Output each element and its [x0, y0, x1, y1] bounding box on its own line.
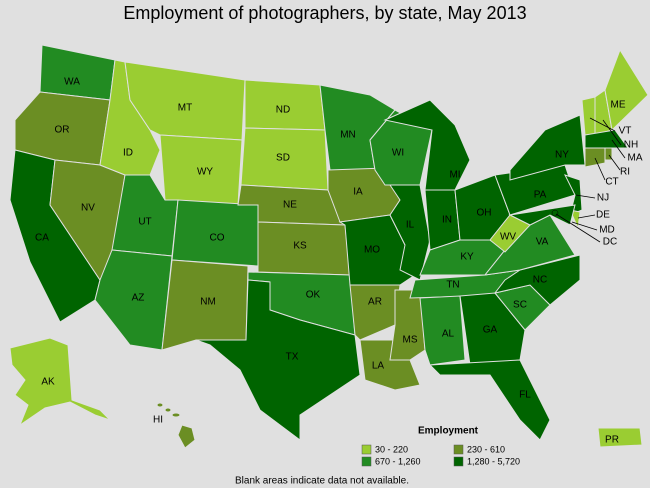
state-label: VT: [619, 126, 632, 137]
state-label: AL: [442, 329, 455, 340]
state-label: MD: [599, 225, 615, 236]
state-shape: [459, 292, 526, 366]
state-label: NC: [533, 275, 547, 286]
legend: 30 - 220 230 - 610 670 - 1,260 1,280 - 5,72…: [361, 444, 520, 467]
leader-line: [594, 157, 606, 181]
state-label: SD: [276, 153, 290, 164]
state-label: MN: [340, 130, 356, 141]
state-label: IL: [406, 220, 415, 231]
state-label: VA: [536, 237, 549, 248]
state-label: HI: [153, 415, 163, 426]
state-label: CA: [35, 233, 49, 244]
state-label: OH: [477, 208, 492, 219]
leader-line: [589, 117, 616, 132]
state-label: PA: [534, 190, 547, 201]
leader-line: [577, 214, 596, 219]
leader-line: [611, 139, 626, 159]
state-label: NM: [200, 297, 216, 308]
legend-label: 230 - 610: [467, 444, 505, 454]
state-label: WI: [392, 148, 404, 159]
state-label: MI: [449, 170, 460, 181]
legend-label: 1,280 - 5,720: [467, 456, 520, 466]
state-label: LA: [372, 361, 385, 372]
state-shape: [195, 279, 361, 441]
state-label: ND: [276, 105, 290, 116]
leader-line: [602, 119, 622, 146]
state-label: DE: [596, 210, 610, 221]
state-label: AK: [41, 377, 55, 388]
state-label: ME: [611, 100, 626, 111]
legend-swatch: [361, 456, 372, 467]
state-labels: WA OR CA NV ID MT WY UT AZ CO NM ND SD NE KS OK TX MN IA MO…: [35, 77, 643, 446]
state-shape: [39, 44, 116, 101]
state-label: TX: [286, 352, 299, 363]
footnote: Blank areas indicate data not available.: [235, 476, 409, 487]
state-shape: [581, 96, 596, 136]
state-shape: [509, 114, 586, 181]
state-label: WA: [64, 77, 80, 88]
state-label: NJ: [597, 193, 609, 204]
legend-title: Employment: [418, 426, 479, 437]
state-label: KS: [293, 241, 307, 252]
state-label: NV: [81, 203, 95, 214]
state-shape: [584, 147, 606, 168]
state-shape: [164, 407, 172, 413]
state-label: PR: [605, 435, 619, 446]
state-shape: [156, 402, 164, 408]
state-shape: [597, 427, 643, 448]
state-label: CT: [605, 177, 618, 188]
state-label: MA: [628, 153, 643, 164]
state-shape: [428, 359, 551, 441]
state-label: TN: [446, 280, 459, 291]
states: [9, 44, 649, 449]
legend-label: 670 - 1,260: [375, 456, 421, 466]
state-label: MO: [364, 245, 380, 256]
leader-line: [608, 154, 621, 171]
state-label: IN: [442, 215, 452, 226]
state-shape: [383, 99, 471, 191]
state-label: AZ: [132, 293, 145, 304]
state-shape: [389, 184, 431, 281]
state-label: UT: [138, 217, 151, 228]
state-label: MS: [403, 335, 418, 346]
state-label: FL: [519, 390, 531, 401]
state-shape: [171, 412, 181, 418]
legend-label: 30 - 220: [375, 444, 408, 454]
state-shape: [584, 129, 629, 149]
state-label: AR: [368, 297, 382, 308]
state-shape: [177, 424, 196, 449]
state-label: RI: [620, 167, 630, 178]
state-label: OR: [55, 125, 70, 136]
state-label: WY: [197, 167, 213, 178]
state-label: NH: [624, 140, 638, 151]
state-shape: [604, 48, 649, 132]
state-label: GA: [483, 325, 498, 336]
state-label: SC: [513, 300, 527, 311]
legend-swatch: [453, 444, 464, 455]
state-label: CO: [210, 233, 225, 244]
state-label: WV: [500, 232, 516, 243]
state-label: DC: [603, 237, 617, 248]
state-label: OK: [306, 290, 321, 301]
state-shape: [508, 204, 576, 226]
legend-swatch: [361, 444, 372, 455]
legend-swatch: [453, 456, 464, 467]
state-label: NE: [283, 200, 297, 211]
state-shape: [419, 295, 466, 366]
leader-line: [571, 221, 598, 231]
state-label: MT: [178, 103, 192, 114]
state-label: KY: [460, 252, 474, 263]
state-label: ID: [123, 148, 133, 159]
map-title: Employment of photographers, by state, M…: [123, 3, 526, 23]
leader-line: [555, 213, 601, 243]
state-label: IA: [353, 187, 363, 198]
leader-line: [575, 194, 596, 199]
state-shape: [9, 337, 111, 427]
state-shape: [349, 284, 401, 341]
state-label: NY: [555, 150, 569, 161]
